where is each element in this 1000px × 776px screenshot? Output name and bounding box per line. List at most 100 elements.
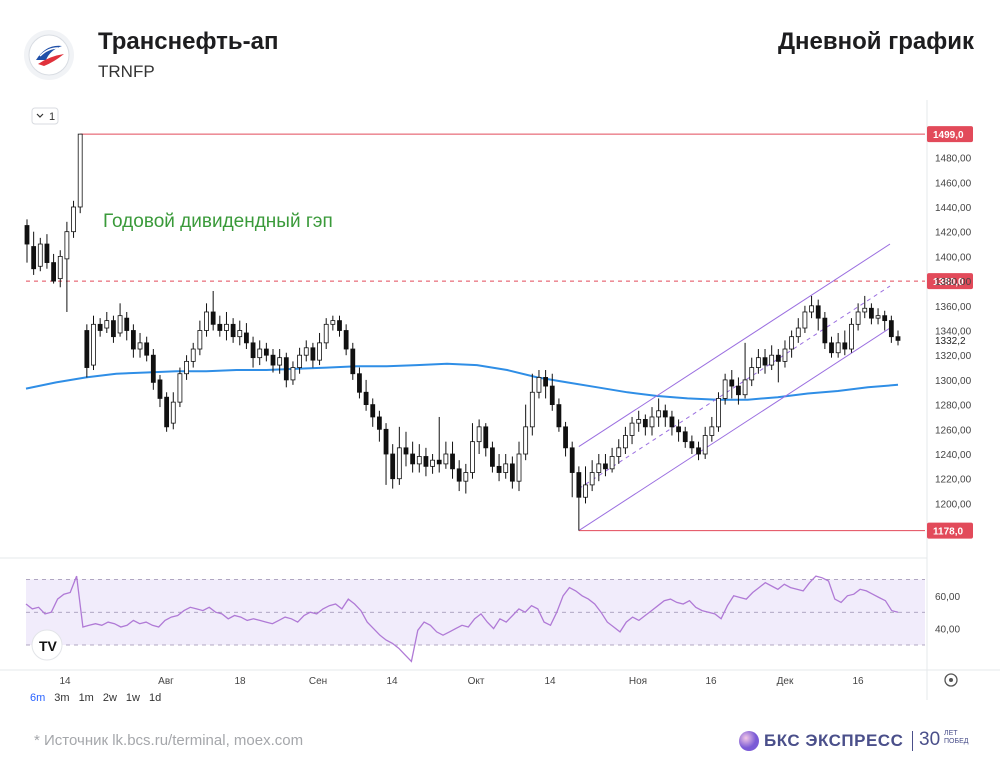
candle: [237, 320, 243, 346]
candle-body: [184, 360, 189, 375]
candle-body: [596, 463, 602, 473]
candle-body: [795, 327, 801, 338]
candle: [430, 454, 435, 474]
candle: [204, 303, 209, 337]
price-axis: 1200,00 1220,00 1240,00 1260,00 1280,00 1300,…: [935, 154, 972, 511]
candle: [749, 357, 755, 387]
range-button-2w[interactable]: 2w: [102, 692, 117, 704]
interval-label: 1: [49, 111, 55, 123]
candle-body: [569, 447, 575, 473]
candle-body: [769, 354, 775, 366]
candle-body: [310, 347, 316, 361]
candle: [722, 373, 728, 405]
candle: [815, 299, 821, 331]
candle-body: [802, 311, 808, 329]
candle: [410, 441, 416, 473]
candle: [563, 421, 568, 457]
candle: [270, 349, 276, 373]
candle: [97, 318, 103, 337]
price-tick-label: 1380,00: [935, 277, 972, 288]
settings-icon[interactable]: [944, 673, 958, 687]
chart-kind-title: Дневной график: [777, 28, 974, 55]
candle: [177, 367, 183, 408]
candle: [496, 454, 502, 482]
candle-body: [749, 367, 755, 381]
candle-body: [363, 391, 369, 406]
candle-body: [330, 320, 336, 325]
candle: [224, 311, 229, 341]
candle: [297, 347, 302, 374]
candle: [57, 250, 63, 288]
candle-body: [383, 428, 389, 455]
candle: [583, 466, 588, 504]
candle: [829, 336, 834, 358]
candle-body: [476, 426, 482, 443]
candle: [323, 318, 329, 350]
brand-years-caption: ЛЕТ ПОБЕД: [944, 730, 969, 745]
ticker-name: Транснефть-ап: [98, 28, 279, 55]
candle: [390, 444, 396, 489]
candle: [716, 392, 721, 432]
candle: [669, 410, 675, 436]
price-tick-label: 1300,00: [935, 376, 972, 387]
candle-body: [104, 320, 110, 329]
candle: [762, 349, 768, 374]
candle-body: [71, 206, 76, 233]
candle-body: [556, 404, 562, 428]
candle: [51, 253, 56, 284]
price-tick-label: 1440,00: [935, 203, 972, 214]
candle: [523, 404, 529, 461]
rsi-line: [25, 575, 899, 663]
candle-body: [137, 342, 143, 350]
candle: [343, 324, 349, 356]
candle: [210, 290, 216, 331]
candle: [490, 441, 495, 473]
interval-selector[interactable]: 1: [31, 107, 59, 125]
candle: [802, 305, 808, 333]
price-tick-label: 1420,00: [935, 228, 972, 239]
candle-body: [44, 243, 50, 263]
candle: [656, 398, 662, 427]
candle-body: [656, 410, 662, 418]
candle: [277, 349, 283, 374]
candle-body: [523, 426, 529, 455]
candle: [117, 303, 123, 337]
range-selector[interactable]: 6m 3m 1m 2w 1w 1d: [30, 692, 170, 704]
candle-body: [337, 320, 342, 331]
candle: [729, 370, 735, 399]
transneft-logo: [24, 30, 74, 80]
candles: [24, 133, 901, 531]
candle-body: [84, 330, 90, 368]
range-button-6m[interactable]: 6m: [30, 692, 46, 704]
candle: [702, 426, 708, 459]
moving-average-line: [25, 362, 899, 401]
range-button-1m[interactable]: 1m: [78, 692, 94, 704]
candle: [450, 441, 455, 479]
candle-body: [536, 377, 542, 393]
candle: [476, 419, 482, 455]
candle: [44, 234, 50, 269]
candle: [257, 340, 263, 366]
candle-body: [416, 456, 422, 465]
level-badge-label: 1380,0: [933, 277, 964, 288]
candle-body: [842, 342, 848, 350]
chart-area[interactable]: 1499,0 1380,0 1178,0 1332,2 1200,00 1220,00 1…: [0, 100, 1000, 720]
range-button-1d[interactable]: 1d: [148, 692, 162, 704]
candle: [170, 392, 176, 430]
time-tick-label: 14: [386, 676, 398, 687]
range-button-3m[interactable]: 3m: [54, 692, 70, 704]
candle-body: [642, 419, 648, 428]
candle-body: [423, 456, 429, 467]
candle: [795, 318, 801, 343]
candle: [809, 295, 814, 319]
range-button-1w[interactable]: 1w: [125, 692, 140, 704]
candle: [888, 315, 894, 343]
candle-body: [290, 367, 296, 381]
candle-body: [603, 463, 608, 470]
candle-body: [111, 320, 116, 338]
price-tick-label: 1340,00: [935, 327, 972, 338]
candle-body: [263, 348, 269, 356]
channel-middle-line: [578, 285, 891, 490]
candle: [230, 318, 236, 343]
